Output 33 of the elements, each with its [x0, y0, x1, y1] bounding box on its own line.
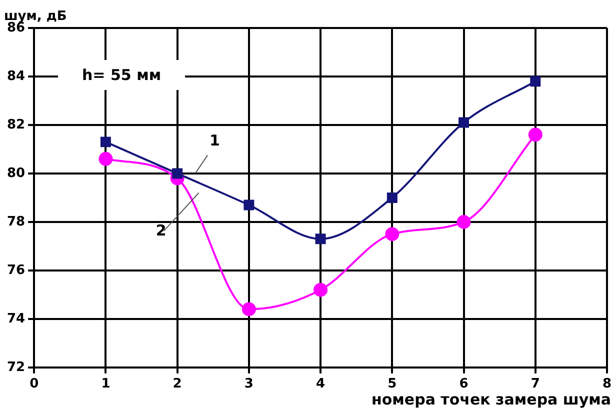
x-tick-label: 1: [101, 376, 110, 392]
point: [244, 200, 254, 210]
point: [172, 168, 183, 179]
y-tick-label: 74: [6, 311, 26, 326]
x-tick-label: 8: [602, 376, 612, 392]
point: [100, 136, 111, 148]
y-tick-label: 78: [6, 214, 26, 230]
text: 2: [156, 221, 166, 240]
y-tick-label: 82: [6, 117, 26, 132]
x-tick-label: 5: [388, 376, 397, 392]
point: [314, 282, 328, 297]
y-tick-label: 76: [6, 262, 26, 278]
x-tick-label: 3: [244, 376, 254, 392]
point: [385, 227, 400, 242]
x-tick-label: 2: [172, 376, 182, 392]
x-tick-label: 7: [530, 376, 540, 392]
point: [528, 128, 542, 142]
point: [315, 234, 326, 244]
y-tick-label: 84: [6, 68, 26, 84]
point: [530, 76, 541, 87]
point: [98, 152, 113, 166]
x-tick-label: 6: [459, 376, 468, 392]
annotation: h= 55 мм: [58, 60, 186, 90]
point: [242, 302, 256, 316]
x-tick-label: 4: [316, 376, 326, 392]
point: [386, 192, 398, 203]
y-tick-label: 80: [6, 166, 26, 181]
x-axis-title: номера точек замера шума: [371, 390, 611, 408]
point: [458, 117, 470, 128]
point: [456, 214, 471, 229]
x-tick-label: 0: [30, 376, 39, 392]
y-tick-label: 72: [6, 360, 26, 375]
text: 1: [210, 132, 220, 150]
